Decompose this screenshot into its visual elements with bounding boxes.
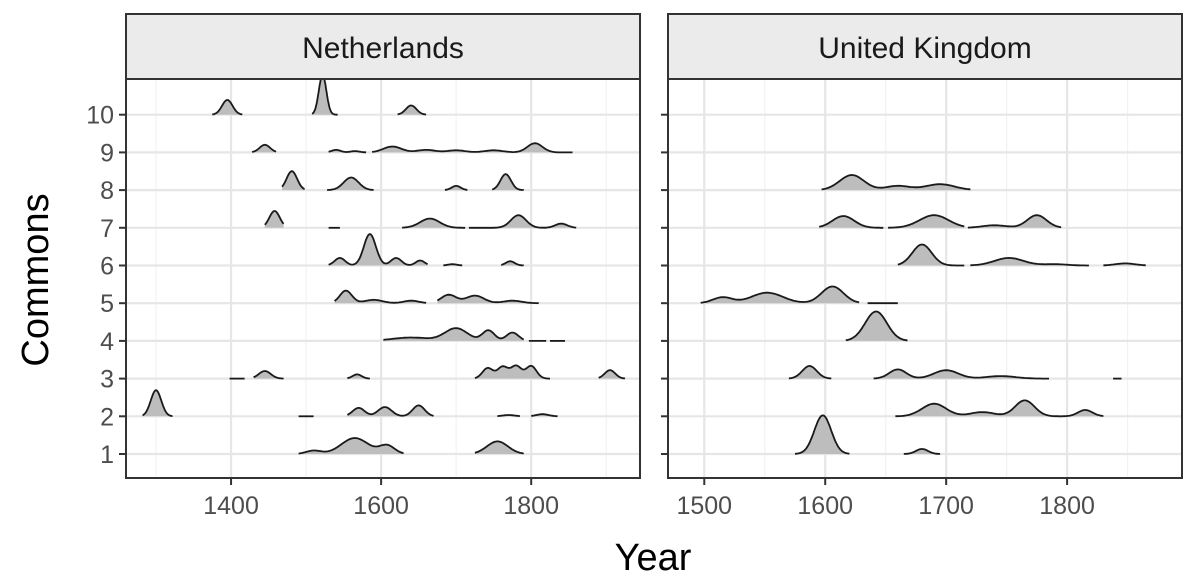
ridge-line-commons-6 [1103, 262, 1146, 267]
ridge-fill-commons-8 [282, 171, 305, 191]
y-axis-title-text: Commons [15, 193, 57, 366]
ridge-fill-commons-7 [402, 218, 466, 228]
ridge-fill-commons-9 [372, 143, 573, 153]
ridge-fill-commons-6 [897, 244, 965, 266]
ridge-fill-commons-8 [821, 175, 971, 191]
ridge-line-commons-2 [895, 399, 1062, 418]
ridge-fill-commons-1 [298, 438, 404, 454]
facet-strip-label: United Kingdom [818, 32, 1031, 65]
ridge-fill-commons-7 [888, 215, 965, 228]
ridge-line-commons-3 [253, 370, 284, 380]
ridge-fill-commons-9 [252, 144, 277, 153]
ridge-fill-commons-10 [212, 100, 243, 115]
facet-strip-label: Netherlands [302, 32, 464, 65]
ridge-line-commons-7 [967, 214, 1062, 229]
ridge-line-commons-8 [821, 174, 971, 191]
y-tick-label: 6 [100, 253, 114, 281]
ridge-line-commons-8 [444, 185, 468, 191]
ridge-line-commons-6 [328, 233, 429, 266]
ridge-line-commons-6 [501, 260, 524, 267]
facet-strip [667, 13, 1183, 80]
ridge-line-commons-2 [346, 404, 434, 417]
panel-united-kingdom: United Kingdom 1500 1600 1700 1800 [661, 13, 1183, 520]
ridge-line-commons-5 [334, 289, 427, 304]
facet-panels: Netherlands 1400 1600 1800 1 2 3 4 5 6 7 8 9 10 United… [86, 13, 1183, 520]
ridge-line-commons-7 [818, 215, 884, 229]
ridge-line-commons-8 [327, 176, 374, 191]
y-tick-label: 4 [100, 328, 114, 356]
ridge-line-commons-6 [970, 256, 1089, 267]
ridge-line-commons-6 [897, 243, 965, 267]
ridge-line-commons-2 [531, 413, 558, 418]
ridge-line-commons-1 [903, 448, 941, 455]
y-tick-label: 10 [86, 102, 114, 130]
ridge-line-commons-3 [788, 365, 832, 380]
ridge-line-commons-3 [598, 369, 626, 380]
y-tick-label: 5 [100, 290, 114, 318]
ridge-line-commons-2 [142, 389, 173, 417]
x-tick-label: 1400 [203, 492, 259, 520]
ridge-fill-commons-5 [700, 286, 860, 304]
ridge-fill-commons-1 [795, 415, 850, 454]
ridge-line-commons-7 [402, 217, 466, 229]
ridge-line-commons-7 [468, 214, 577, 229]
ridge-line-commons-10 [212, 99, 243, 116]
ridge-line-commons-5 [700, 285, 860, 304]
ridge-line-commons-8 [491, 173, 524, 191]
ridge-line-commons-10 [397, 104, 427, 116]
ridge-fill-commons-3 [474, 365, 550, 379]
ridge-line-commons-1 [298, 437, 404, 455]
ridge-fill-commons-8 [492, 174, 524, 191]
ridge-line-commons-8 [281, 170, 305, 190]
ridge-line-commons-9 [371, 142, 573, 154]
ridge-fill-commons-7 [967, 215, 1062, 228]
ridge-line-commons-5 [436, 293, 539, 305]
ridge-line-commons-7 [888, 214, 965, 229]
y-tick-label: 3 [100, 366, 114, 394]
y-axis-title: Commons [15, 193, 57, 366]
ridge-line-commons-2 [1061, 409, 1104, 418]
x-tick-label: 1600 [353, 492, 409, 520]
ridge-line-commons-9 [328, 149, 367, 154]
ridge-line-commons-4 [383, 327, 525, 341]
ridge-line-commons-1 [474, 440, 524, 455]
ridge-line-commons-3 [346, 373, 370, 380]
x-tick-label: 1800 [503, 492, 559, 520]
ridge-line-commons-1 [795, 414, 850, 455]
y-tick-label: 2 [100, 403, 114, 431]
ridge-fill-commons-2 [142, 390, 173, 417]
plot-background [126, 79, 640, 478]
ridge-line-commons-7 [264, 210, 285, 226]
x-tick-label: 1800 [1039, 492, 1095, 520]
y-tick-label: 1 [100, 441, 114, 469]
ridge-line-commons-9 [251, 143, 277, 153]
ridge-line-commons-6 [443, 263, 463, 267]
ridge-fill-commons-7 [468, 215, 577, 228]
ridge-line-commons-10 [311, 73, 338, 116]
x-tick-label: 1600 [797, 492, 853, 520]
ridge-line-commons-3 [474, 364, 550, 380]
ridge-fill-commons-2 [1061, 410, 1104, 417]
ridge-fill-commons-7 [264, 211, 284, 228]
ridge-fill-commons-1 [474, 441, 524, 454]
y-tick-label: 9 [100, 139, 114, 167]
facet-strip [125, 13, 641, 80]
ridge-line-commons-2 [497, 414, 520, 417]
ridge-fill-commons-4 [845, 311, 908, 341]
ridge-fill-commons-6 [328, 234, 428, 266]
x-axis-title: Year [615, 537, 692, 579]
y-tick-label: 8 [100, 177, 114, 205]
ridge-fill-commons-10 [312, 74, 338, 115]
panel-netherlands: Netherlands 1400 1600 1800 1 2 3 4 5 6 7 8 9 10 [86, 13, 641, 520]
ridge-line-commons-4 [845, 310, 908, 342]
plot-background [668, 79, 1182, 478]
ridge-line-commons-3 [873, 368, 1049, 380]
y-tick-label: 7 [100, 215, 114, 243]
x-tick-label: 1500 [676, 492, 732, 520]
x-tick-label: 1700 [918, 492, 974, 520]
